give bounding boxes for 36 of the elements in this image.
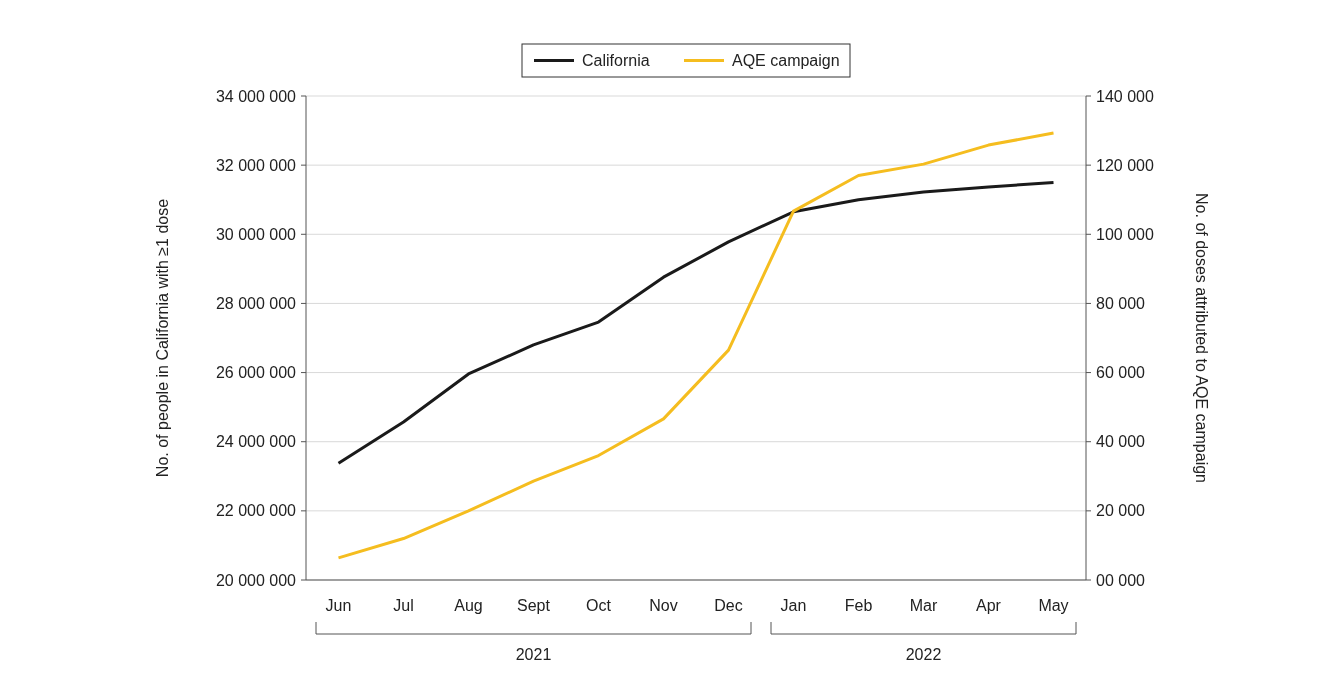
y2-tick-label: 60 000	[1096, 364, 1146, 382]
line-series	[337, 131, 1055, 560]
x-tick-label: Mar	[909, 597, 938, 614]
y-tick-label: 34 000 000	[215, 87, 297, 105]
legend-label: AQE campaign	[732, 52, 840, 70]
line-series	[337, 180, 1055, 465]
x-tick-label: Jul	[393, 597, 414, 614]
x-tick-label: Aug	[454, 597, 483, 614]
y-tick-label: 22 000 000	[215, 502, 297, 520]
y2-tick-label: 00 000	[1096, 571, 1146, 589]
x-tick-label: Dec	[714, 597, 743, 614]
y-tick-label: 30 000 000	[215, 225, 297, 243]
y-tick-label: 20 000 000	[215, 571, 297, 589]
y2-tick-label: 80 000	[1096, 295, 1146, 313]
x-tick-label: Sept	[517, 597, 551, 614]
y-tick-label: 24 000 000	[215, 433, 297, 451]
y-tick-label: 28 000 000	[215, 295, 297, 313]
y-axis-title: No. of people in California with ≥1 dose	[154, 198, 171, 478]
x-tick-label: Jan	[780, 597, 807, 614]
x-tick-label: Nov	[649, 597, 678, 614]
y2-tick-label: 140 000	[1096, 87, 1154, 105]
y2-axis-title: No. of doses attributed to AQE campaign	[1193, 193, 1210, 483]
y2-tick-label: 120 000	[1096, 156, 1154, 174]
y2-tick-label: 40 000	[1096, 433, 1146, 451]
y-tick-label: 26 000 000	[215, 364, 297, 382]
x-tick-label: Feb	[844, 597, 873, 614]
y2-tick-label: 100 000	[1096, 225, 1154, 243]
x-tick-label: Oct	[586, 597, 612, 614]
x-tick-label: May	[1038, 597, 1069, 614]
text: 2022	[905, 646, 942, 663]
x-tick-label: Jun	[325, 597, 352, 614]
legend-label: California	[582, 52, 650, 70]
y2-tick-label: 20 000	[1096, 502, 1146, 520]
y-tick-label: 32 000 000	[215, 156, 297, 174]
text: 2021	[515, 646, 552, 663]
x-tick-label: Apr	[976, 597, 1002, 614]
